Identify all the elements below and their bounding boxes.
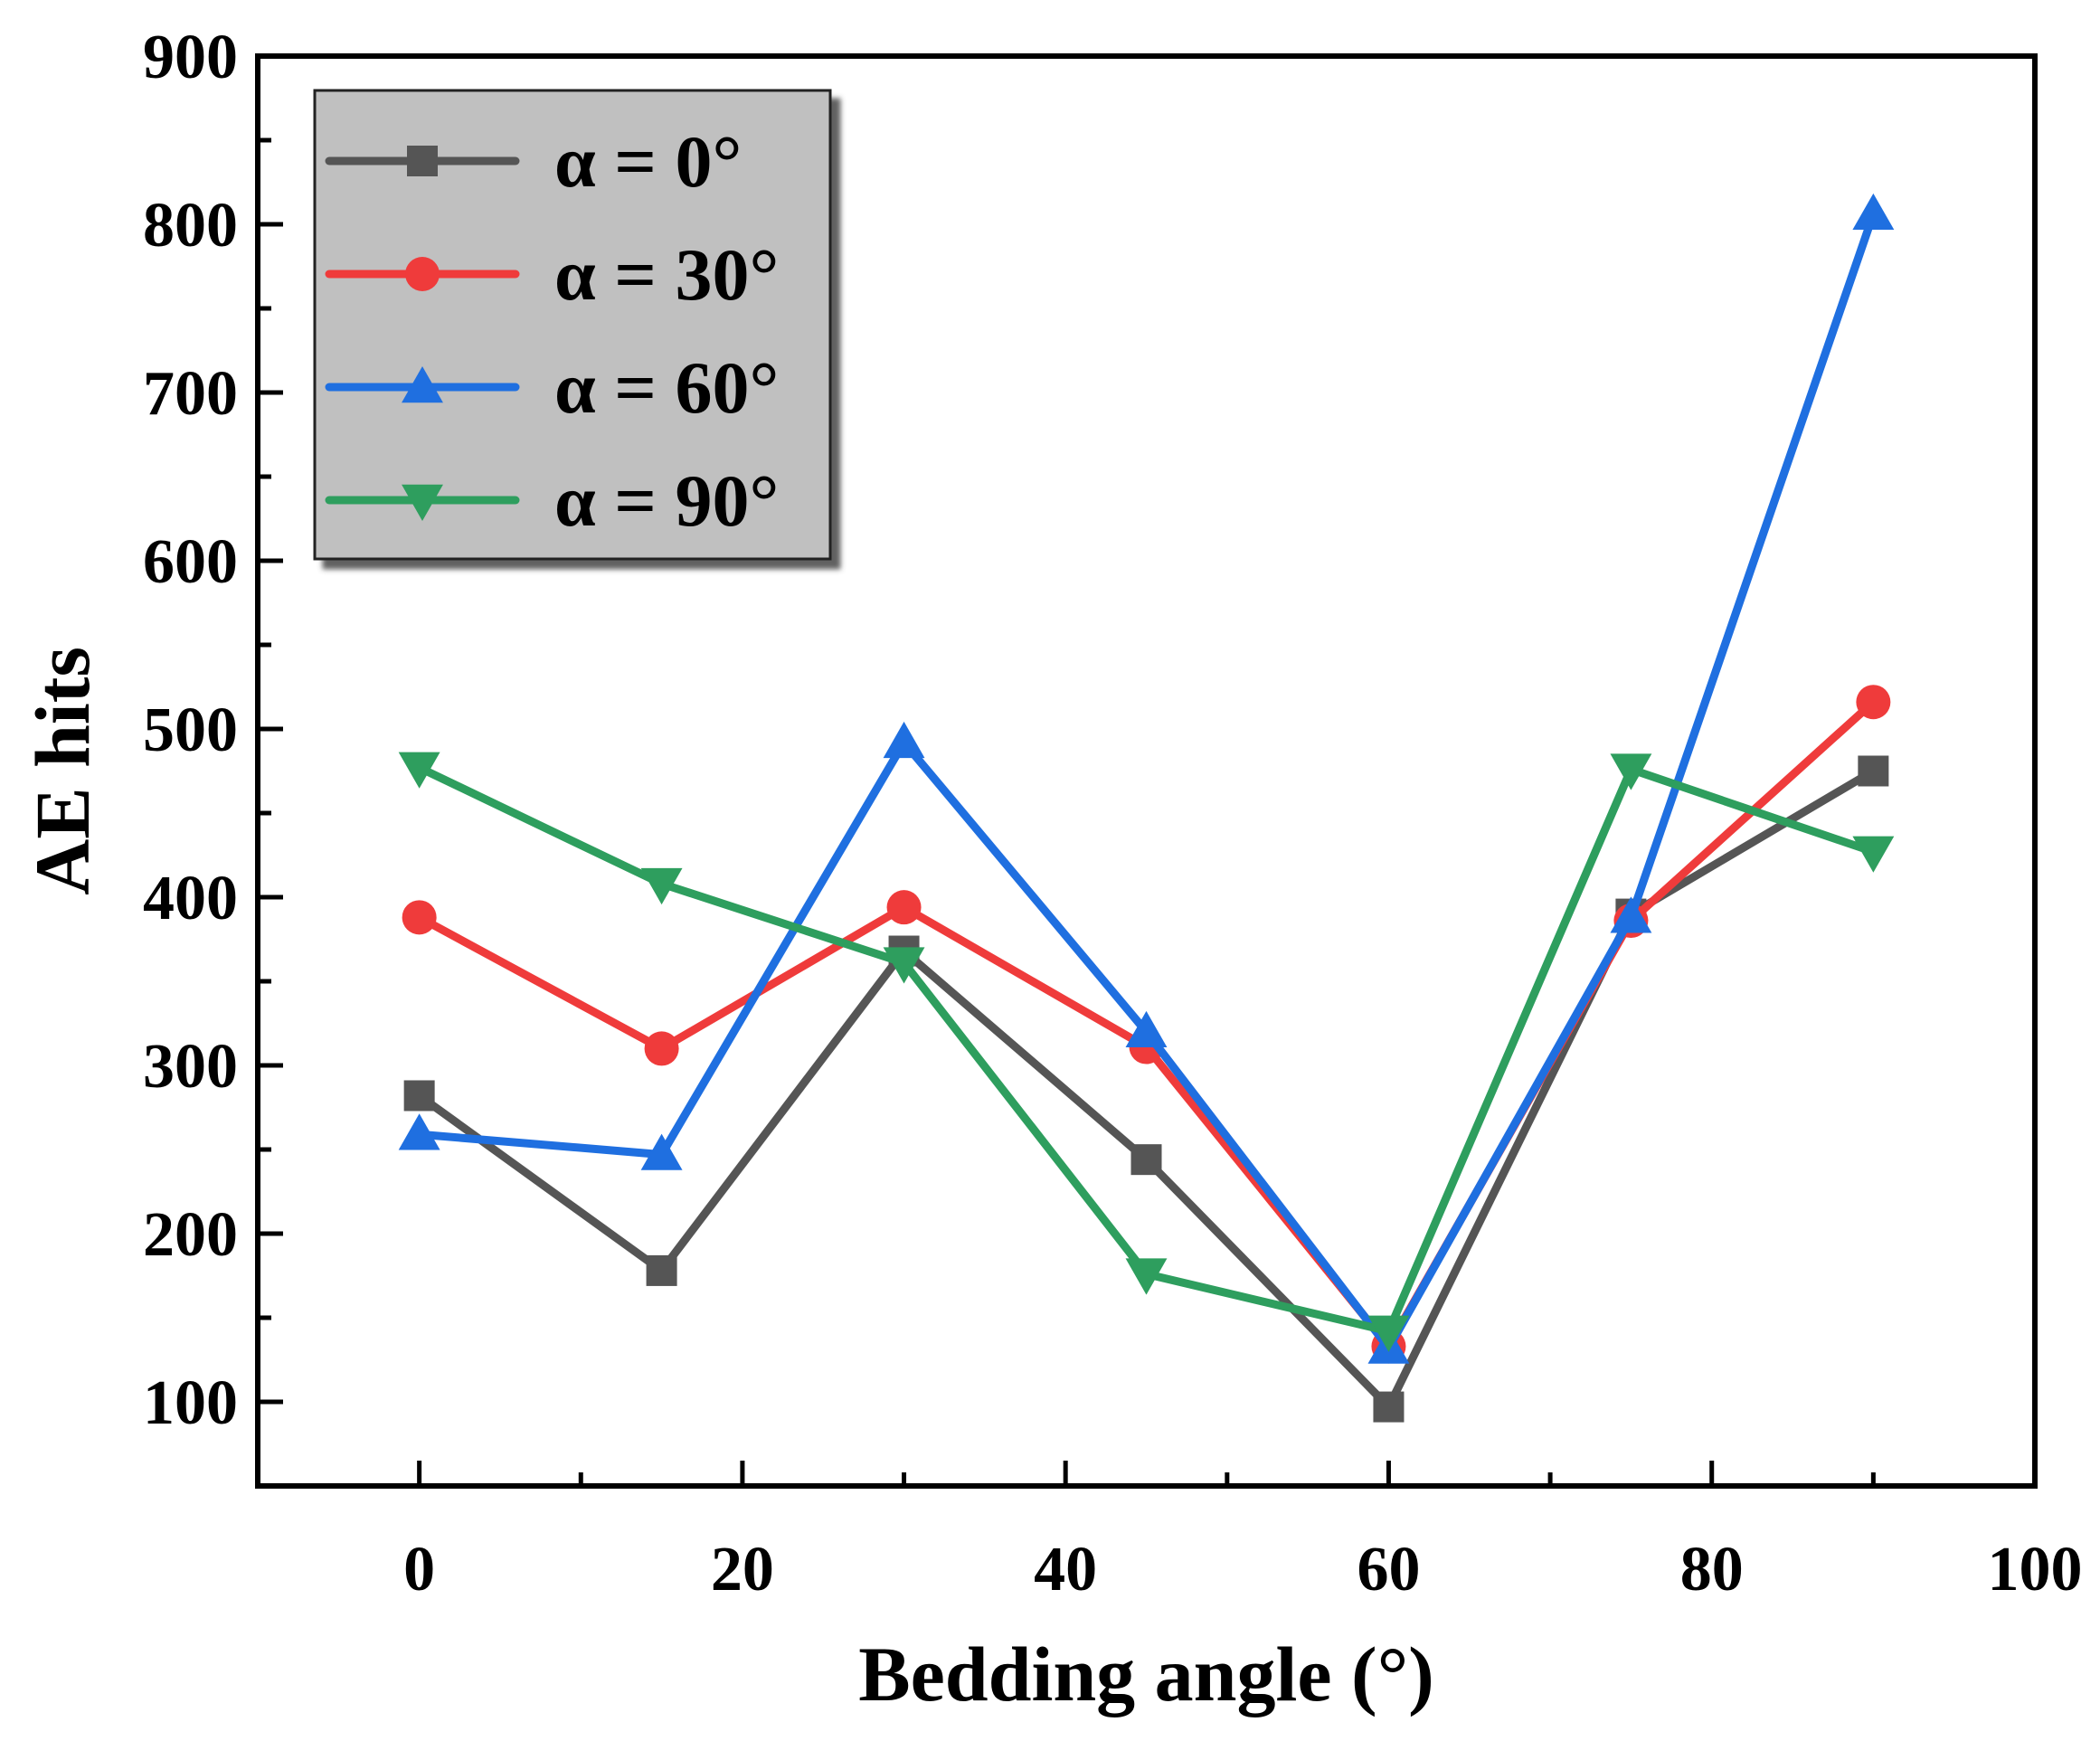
y-tick-label: 400: [143, 864, 238, 933]
data-point: [403, 1080, 435, 1112]
data-point: [883, 721, 925, 759]
data-point: [1858, 755, 1889, 787]
legend-marker: [407, 146, 438, 176]
legend-marker: [402, 484, 443, 521]
series-0: [403, 755, 1889, 1423]
data-point: [398, 1113, 440, 1150]
data-point: [883, 947, 925, 984]
legend-entry: α = 60°: [325, 346, 779, 429]
y-tick-label: 200: [143, 1200, 238, 1270]
legend-entry: α = 30°: [325, 233, 779, 316]
y-tick-label: 300: [143, 1032, 238, 1102]
data-point: [1610, 753, 1652, 790]
data-point: [1852, 836, 1895, 873]
plot-frame: [255, 53, 2038, 1489]
data-point: [1856, 685, 1891, 720]
data-point: [1852, 193, 1895, 231]
y-tick-label: 900: [143, 23, 238, 92]
x-tick-label: 20: [711, 1535, 774, 1604]
x-tick-label: 0: [403, 1535, 435, 1604]
data-point: [646, 1254, 677, 1286]
legend-label: α = 90°: [554, 459, 779, 542]
data-point: [1373, 1391, 1405, 1423]
legend-marker: [405, 257, 440, 291]
data-point: [1125, 1258, 1168, 1295]
legend-label: α = 60°: [554, 346, 779, 429]
data-point: [1125, 1010, 1168, 1048]
x-tick-label: 80: [1680, 1535, 1744, 1604]
x-axis-title: Bedding angle (°): [858, 1631, 1433, 1717]
legend: α = 0° α = 30° α = 60° α = 90°: [313, 89, 832, 561]
y-axis-ticks: 100 200 300 400 500 600 700 800 900: [143, 23, 283, 1438]
series-line: [415, 767, 1878, 1412]
data-point: [1610, 896, 1652, 933]
x-tick-label: 60: [1357, 1535, 1420, 1604]
data-point: [644, 1031, 679, 1066]
y-tick-label: 600: [143, 527, 238, 597]
y-tick-label: 100: [143, 1368, 238, 1438]
legend-marker: [402, 366, 443, 403]
data-point: [640, 1133, 683, 1170]
legend-entry: α = 0°: [325, 120, 742, 203]
x-tick-label: 40: [1034, 1535, 1097, 1604]
data-point: [402, 900, 437, 935]
legend-entry: α = 90°: [325, 459, 779, 542]
data-point: [886, 890, 922, 925]
series-2: [398, 193, 1895, 1364]
data-point: [1367, 1315, 1410, 1352]
legend-label: α = 0°: [554, 120, 742, 203]
x-tick-label: 100: [1988, 1535, 2083, 1604]
data-point: [640, 867, 683, 905]
data-point: [398, 752, 440, 789]
y-tick-label: 700: [143, 359, 238, 429]
y-tick-label: 500: [143, 695, 238, 765]
y-tick-label: 800: [143, 191, 238, 260]
data-point: [1130, 1144, 1162, 1176]
y-axis-title: AE hits: [19, 647, 106, 895]
series-3: [398, 752, 1895, 1352]
x-axis-ticks: 0 20 40 60 80 100: [403, 1461, 2083, 1604]
legend-box: [313, 89, 832, 561]
series-layer: [398, 193, 1895, 1423]
legend-label: α = 30°: [554, 233, 779, 316]
